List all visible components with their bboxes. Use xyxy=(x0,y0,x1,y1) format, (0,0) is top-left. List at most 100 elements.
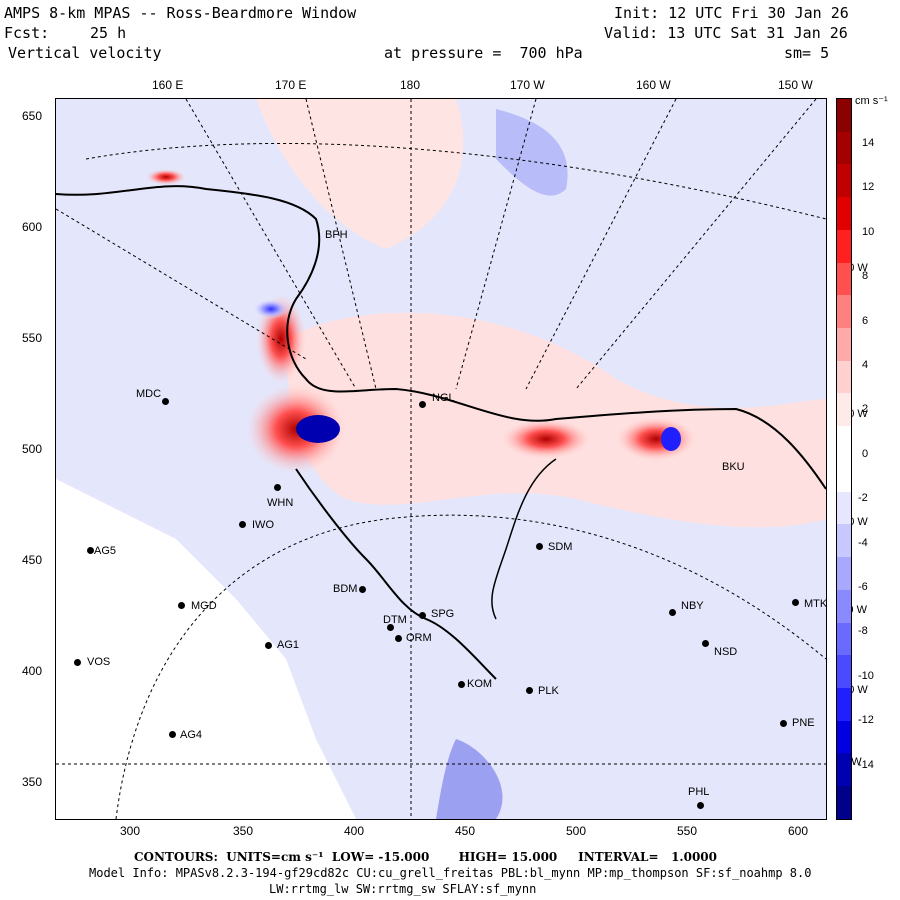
colorbar-tick: 2 xyxy=(862,403,869,416)
top-tick: 170 W xyxy=(510,78,545,92)
forecast-hour: 25 h xyxy=(90,24,127,42)
station-marker[interactable] xyxy=(239,521,246,528)
top-tick: 150 W xyxy=(778,78,813,92)
station-marker[interactable] xyxy=(702,640,709,647)
station-marker[interactable] xyxy=(274,484,281,491)
plateau-blank xyxy=(56,479,356,819)
colorbar-segment xyxy=(837,622,851,656)
smoothing: sm= 5 xyxy=(784,44,830,62)
colorbar-segment xyxy=(837,655,851,688)
station-marker[interactable] xyxy=(458,681,465,688)
station-marker[interactable] xyxy=(387,624,394,631)
top-tick: 180 xyxy=(400,78,421,92)
left-tick: 500 xyxy=(22,442,43,456)
station-label: WHN xyxy=(267,497,294,509)
updraft-core xyxy=(146,169,186,185)
station-label: MDC xyxy=(136,388,162,400)
station-label: BDM xyxy=(333,583,358,595)
station-marker[interactable] xyxy=(780,720,787,727)
coastline xyxy=(56,185,826,490)
station-marker[interactable] xyxy=(74,659,81,666)
station-label: VOS xyxy=(87,656,111,668)
station-marker[interactable] xyxy=(536,543,543,550)
colorbar-segment xyxy=(837,393,851,427)
colorbar-tick: 6 xyxy=(862,314,869,327)
top-tick: 160 E xyxy=(152,78,184,92)
top-tick: 170 E xyxy=(275,78,307,92)
colorbar-tick: -6 xyxy=(858,581,868,593)
station-label: BPH xyxy=(325,229,348,241)
left-tick: 450 xyxy=(22,553,43,567)
model-title: AMPS 8-km MPAS -- Ross-Beardmore Window xyxy=(4,4,357,22)
station-label: MGD xyxy=(191,600,217,612)
coastline-tam xyxy=(295,468,497,680)
station-label: PNE xyxy=(792,717,815,729)
left-tick: 400 xyxy=(22,664,43,678)
map-canvas[interactable] xyxy=(56,99,826,819)
bottom-tick: 500 xyxy=(566,824,587,838)
colorbar-segment xyxy=(837,197,851,230)
station-label: NBY xyxy=(681,600,704,612)
colorbar-units: cm s⁻¹ xyxy=(855,95,888,107)
colorbar-segment xyxy=(837,786,851,819)
bottom-tick: 450 xyxy=(455,824,476,838)
colorbar-segment xyxy=(837,262,851,296)
station-label: PLK xyxy=(538,685,559,697)
station-label: AG4 xyxy=(180,729,203,741)
station-marker[interactable] xyxy=(162,398,169,405)
station-marker[interactable] xyxy=(697,802,704,809)
colorbar-segment xyxy=(837,360,851,394)
station-label: SDM xyxy=(548,541,573,553)
colorbar-tick: 10 xyxy=(862,225,875,238)
model-info: Model Info: MPASv8.2.3-194-gf29cd82c CU:… xyxy=(89,866,812,880)
downdraft-core xyxy=(253,299,289,319)
downdraft-core xyxy=(296,415,340,443)
colorbar-segment xyxy=(837,164,851,198)
station-marker[interactable] xyxy=(87,547,94,554)
station-marker[interactable] xyxy=(419,401,426,408)
positive-region-north xyxy=(256,99,464,249)
station-label: IWO xyxy=(252,519,274,531)
colorbar-segment xyxy=(837,557,851,590)
left-tick: 550 xyxy=(22,331,43,345)
colorbar-tick: -14 xyxy=(858,758,874,771)
station-label: NGL xyxy=(432,392,455,404)
station-marker[interactable] xyxy=(359,586,366,593)
colorbar-segment xyxy=(837,720,851,754)
negative-region-south xyxy=(436,739,503,819)
valid-time: Valid: 13 UTC Sat 31 Jan 26 xyxy=(604,24,848,42)
colorbar-segment xyxy=(837,458,851,492)
colorbar-tick: -8 xyxy=(858,625,868,638)
colorbar-segment xyxy=(837,99,851,132)
graticule xyxy=(56,99,826,819)
colorbar-tick: 4 xyxy=(862,359,869,371)
station-marker[interactable] xyxy=(169,731,176,738)
station-label: AG5 xyxy=(94,545,117,557)
map-panel[interactable] xyxy=(55,98,827,820)
station-marker[interactable] xyxy=(395,635,402,642)
bottom-tick: 350 xyxy=(233,824,254,838)
colorbar xyxy=(836,98,852,820)
updraft-core xyxy=(616,417,696,461)
station-marker[interactable] xyxy=(178,602,185,609)
colorbar-tick: 0 xyxy=(862,447,869,460)
station-marker[interactable] xyxy=(792,599,799,606)
station-marker[interactable] xyxy=(669,609,676,616)
station-marker[interactable] xyxy=(526,687,533,694)
station-label: PHL xyxy=(688,786,710,798)
station-marker[interactable] xyxy=(419,612,426,619)
colorbar-segment xyxy=(837,229,851,263)
pressure-level: at pressure = 700 hPa xyxy=(384,44,583,62)
station-label: MTK xyxy=(804,598,828,610)
colorbar-tick: 12 xyxy=(862,181,875,194)
colorbar-tick: 14 xyxy=(862,137,875,149)
colorbar-tick: -12 xyxy=(858,714,874,727)
station-label: SPG xyxy=(431,608,455,620)
station-marker[interactable] xyxy=(265,642,272,649)
field-name: Vertical velocity xyxy=(8,44,162,62)
colorbar-tick: -4 xyxy=(858,536,868,549)
colorbar-segment xyxy=(837,524,851,558)
forecast-label: Fcst: xyxy=(4,24,50,42)
station-label: ORM xyxy=(406,632,432,644)
bottom-tick: 400 xyxy=(344,824,365,838)
